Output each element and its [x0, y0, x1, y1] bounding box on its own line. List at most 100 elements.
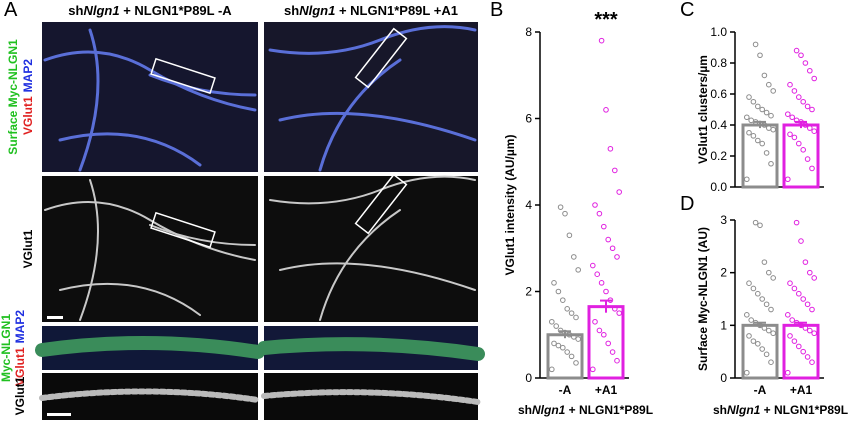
- data-point: [766, 269, 772, 276]
- data-point: [750, 98, 757, 105]
- dendrite: [35, 335, 265, 359]
- data-point: [594, 271, 601, 278]
- data-point: [598, 280, 605, 286]
- data-point: [744, 114, 750, 121]
- significance: ***: [594, 9, 618, 31]
- data-point: [759, 106, 766, 113]
- label-part: sh: [713, 403, 727, 417]
- row-label-part: VGlut1: [21, 96, 35, 135]
- label-part: + NLGN1*P89L +A1: [335, 3, 458, 18]
- y-tick-label: 6: [525, 112, 532, 126]
- panel-letter: B: [490, 0, 503, 21]
- data-point: [755, 340, 761, 347]
- data-point: [590, 366, 596, 373]
- panel-letter: C: [680, 0, 694, 21]
- data-point: [785, 312, 791, 318]
- scale-bar: [47, 316, 63, 319]
- dendrite: [39, 388, 261, 403]
- image: [42, 22, 258, 172]
- label-part: Nlgn1: [727, 403, 761, 417]
- x-tick-label: +A1: [595, 383, 618, 397]
- y-tick-label: 1.0: [710, 25, 727, 39]
- data-point: [768, 359, 774, 366]
- x-tick-label: +A1: [790, 383, 813, 397]
- data-point: [811, 128, 818, 134]
- data-point: [793, 219, 800, 226]
- y-tick-label: 0.2: [710, 149, 727, 163]
- label: shNlgn1 + NLGN1*P89L: [518, 403, 653, 417]
- data-point: [603, 288, 609, 295]
- data-point: [811, 330, 818, 337]
- data-point: [755, 290, 761, 297]
- data-point: [549, 366, 555, 373]
- data-point: [763, 109, 770, 116]
- y-tick-label: 2: [720, 266, 727, 280]
- roi-box: [150, 57, 216, 95]
- data-point: [759, 140, 766, 147]
- data-point: [553, 323, 560, 329]
- data-point: [750, 338, 757, 344]
- data-point: [791, 285, 798, 292]
- data-point: [809, 165, 815, 172]
- data-point: [616, 189, 623, 195]
- data-point: [802, 60, 809, 66]
- data-point: [755, 137, 761, 144]
- data-point: [555, 288, 562, 295]
- data-point: [787, 333, 793, 339]
- dendrites: [44, 175, 476, 321]
- data-point: [804, 156, 811, 162]
- data-point: [564, 349, 571, 355]
- data-point: [768, 112, 774, 119]
- data-point: [763, 150, 770, 156]
- data-point: [614, 254, 620, 260]
- data-point: [807, 67, 813, 74]
- label-part: Nlgn1: [83, 3, 119, 18]
- data-point: [770, 275, 777, 281]
- data-point: [787, 280, 793, 287]
- image: [264, 176, 478, 322]
- data-point: [785, 369, 791, 376]
- data-point: [598, 37, 605, 44]
- data-point: [787, 81, 793, 88]
- y-tick-label: 0.4: [710, 118, 727, 132]
- data-point: [614, 357, 620, 364]
- row-label: VGlut1: [13, 376, 27, 415]
- data-point: [596, 210, 603, 217]
- data-point: [768, 306, 774, 313]
- y-tick-label: 0: [525, 371, 532, 385]
- data-point: [616, 310, 623, 316]
- row-label-part: VGlut1: [13, 347, 27, 386]
- y-tick-label: 0.8: [710, 56, 727, 70]
- data-point: [796, 140, 802, 147]
- data-point: [603, 107, 609, 113]
- data-point: [744, 369, 750, 376]
- data-point: [564, 306, 571, 312]
- data-point: [796, 343, 802, 350]
- data-point: [609, 349, 616, 355]
- label-part: Nlgn1: [299, 3, 335, 18]
- data-point: [560, 344, 566, 351]
- data-point: [566, 232, 573, 239]
- data-point: [800, 147, 807, 153]
- data-point: [759, 296, 766, 302]
- dendrite: [261, 389, 481, 405]
- row-label: Myc-NLGN1: [0, 314, 13, 382]
- data-point: [809, 359, 815, 366]
- y-axis-label: VGlut1 intensity (AU/µm): [503, 135, 517, 276]
- panel-letter: A: [4, 0, 18, 21]
- data-point: [744, 312, 750, 318]
- data-point: [804, 354, 811, 360]
- image: [42, 176, 258, 322]
- roi-box: [354, 173, 408, 235]
- data-point: [809, 106, 815, 113]
- data-point: [791, 338, 798, 344]
- data-point: [811, 275, 818, 281]
- data-point: [560, 297, 566, 303]
- data-point: [607, 145, 614, 152]
- y-tick-label: 0: [720, 371, 727, 385]
- data-point: [787, 131, 793, 138]
- y-tick-label: 0.6: [710, 87, 727, 101]
- data-point: [750, 133, 757, 139]
- scale-bar: [47, 413, 71, 416]
